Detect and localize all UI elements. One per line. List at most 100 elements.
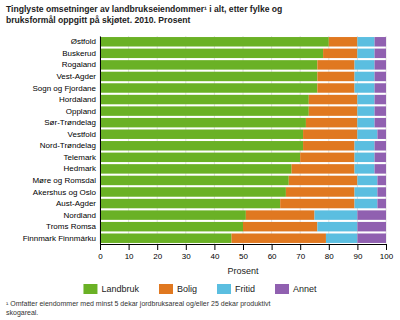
y-tick-label: Nord-Trøndelag bbox=[40, 141, 96, 150]
x-tick-mark bbox=[214, 244, 215, 250]
footnote: ¹ Omfatter eiendommer med minst 5 dekar … bbox=[6, 300, 271, 308]
bar bbox=[100, 95, 309, 104]
x-tick-label: 30 bbox=[182, 252, 191, 261]
bar bbox=[375, 95, 386, 104]
legend-label: Landbruk bbox=[101, 284, 139, 294]
series bbox=[357, 37, 386, 243]
bar bbox=[357, 106, 374, 115]
y-tick: Nordland bbox=[64, 211, 100, 220]
x-tick: 90 bbox=[353, 244, 362, 261]
legend-item: Annet bbox=[275, 284, 317, 294]
bar bbox=[355, 83, 375, 92]
x-tick: 10 bbox=[125, 244, 134, 261]
bar bbox=[377, 187, 386, 196]
y-tick: Hedmark bbox=[64, 164, 100, 173]
y-tick-label: Aust-Agder bbox=[56, 199, 96, 208]
y-tick-label: Buskerud bbox=[62, 49, 96, 58]
x-tick-mark bbox=[357, 244, 358, 250]
bar bbox=[232, 233, 326, 242]
x-tick: 20 bbox=[153, 244, 162, 261]
x-tick: 50 bbox=[239, 244, 248, 261]
x-tick-mark bbox=[329, 244, 330, 250]
bar bbox=[292, 164, 355, 173]
bar bbox=[306, 118, 357, 127]
bar bbox=[100, 199, 280, 208]
bar bbox=[246, 210, 315, 219]
bar bbox=[355, 199, 378, 208]
bar bbox=[317, 222, 357, 231]
x-tick: 70 bbox=[296, 244, 305, 261]
y-tick-label: Hedmark bbox=[64, 164, 97, 173]
bar bbox=[377, 129, 386, 138]
x-tick-mark bbox=[100, 244, 101, 250]
x-tick: 60 bbox=[268, 244, 277, 261]
bar bbox=[355, 72, 375, 81]
bar bbox=[355, 141, 375, 150]
y-tick: Vestfold bbox=[68, 130, 100, 139]
bar bbox=[355, 60, 375, 69]
bar bbox=[375, 83, 386, 92]
x-tick-mark bbox=[386, 244, 387, 250]
x-tick-label: 20 bbox=[153, 252, 162, 261]
x-axis: 0102030405060708090100 bbox=[98, 244, 393, 261]
bar bbox=[375, 141, 386, 150]
y-tick: Møre og Romsdal bbox=[32, 176, 100, 185]
legend-item: Bolig bbox=[159, 284, 197, 294]
y-tick: Hordaland bbox=[59, 95, 100, 104]
bar bbox=[357, 233, 386, 242]
y-tick: Sogn og Fjordane bbox=[32, 84, 100, 93]
bar bbox=[309, 95, 358, 104]
bar bbox=[300, 153, 354, 162]
x-tick-mark bbox=[157, 244, 158, 250]
x-tick-label: 70 bbox=[296, 252, 305, 261]
x-tick-label: 90 bbox=[353, 252, 362, 261]
y-tick: Akershus og Oslo bbox=[33, 188, 100, 197]
bar bbox=[357, 129, 377, 138]
x-tick: 100 bbox=[380, 244, 394, 261]
x-tick-label: 100 bbox=[380, 252, 394, 261]
bar bbox=[280, 199, 354, 208]
x-tick-label: 0 bbox=[98, 252, 103, 261]
y-tick: Buskerud bbox=[62, 49, 100, 58]
legend-item: Fritid bbox=[217, 284, 255, 294]
bar bbox=[100, 233, 232, 242]
x-tick: 80 bbox=[325, 244, 334, 261]
y-tick: Oppland bbox=[66, 107, 100, 116]
x-tick-mark bbox=[129, 244, 130, 250]
bar bbox=[317, 83, 354, 92]
y-tick-label: Akershus og Oslo bbox=[33, 188, 97, 197]
bar bbox=[323, 49, 357, 58]
bar bbox=[317, 60, 354, 69]
y-tick-label: Nordland bbox=[64, 211, 96, 220]
bar bbox=[375, 60, 386, 69]
legend-swatch bbox=[275, 284, 289, 294]
y-axis-line bbox=[100, 37, 101, 245]
bar bbox=[100, 187, 286, 196]
legend-label: Annet bbox=[293, 284, 317, 294]
bar bbox=[375, 118, 386, 127]
legend: Landbruk Bolig Fritid Annet bbox=[83, 284, 317, 294]
bar bbox=[329, 37, 358, 46]
series bbox=[100, 37, 329, 243]
bar bbox=[303, 141, 354, 150]
legend-swatch bbox=[217, 284, 231, 294]
title: Tinglyste omsetninger av landbrukseiendo… bbox=[6, 4, 282, 14]
series bbox=[232, 37, 358, 243]
y-tick: Vest-Agder bbox=[56, 72, 100, 81]
bar bbox=[317, 72, 354, 81]
bar bbox=[100, 210, 246, 219]
bar bbox=[100, 72, 317, 81]
bar bbox=[375, 37, 386, 46]
y-tick: Finnmark Finnmárku bbox=[23, 234, 100, 243]
x-tick-label: 10 bbox=[125, 252, 134, 261]
bar bbox=[355, 164, 375, 173]
x-axis-line bbox=[101, 245, 387, 251]
grid bbox=[100, 36, 386, 244]
y-tick: Telemark bbox=[64, 153, 100, 162]
legend-swatch bbox=[159, 284, 173, 294]
y-tick: Sør-Trøndelag bbox=[44, 118, 100, 127]
bar bbox=[100, 164, 292, 173]
legend-label: Bolig bbox=[177, 284, 197, 294]
bar bbox=[355, 187, 378, 196]
bar bbox=[357, 118, 374, 127]
